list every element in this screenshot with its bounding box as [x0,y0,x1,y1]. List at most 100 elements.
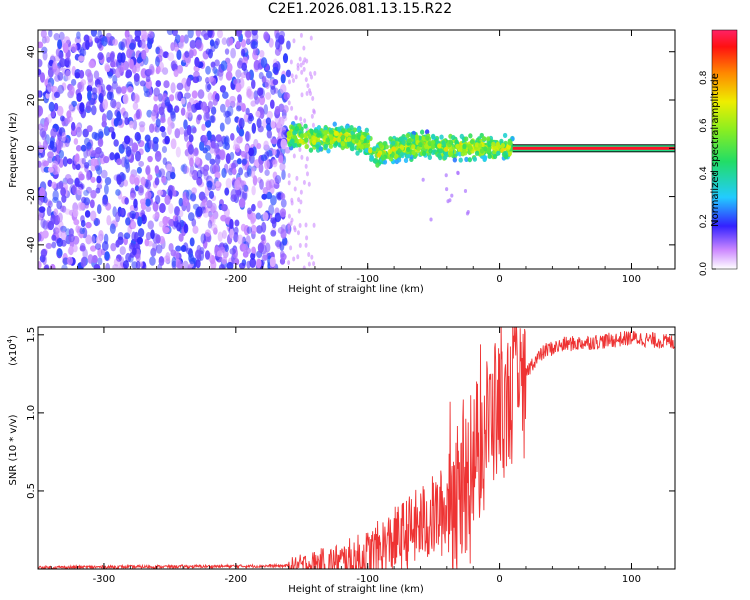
spectrogram-cell [136,166,142,174]
spectrogram-cell [202,209,210,218]
spectrogram-cell [125,37,131,49]
spectrogram-cell [219,85,227,93]
spectrogram-cell [268,204,275,216]
spectrogram-cell [199,141,205,152]
spectrogram-cell [45,83,52,95]
spectrogram-cell [463,136,469,142]
spectrogram-cell [251,30,258,36]
spectrogram-cell [241,62,248,71]
spectrogram-cell [38,41,44,49]
spectrogram-cell [194,102,202,111]
spectrogram-cell [66,110,72,119]
spectrogram-cell [230,47,236,59]
spectrogram-cell [298,222,302,228]
spectrogram-cell [80,144,87,152]
spectrogram-cell [305,171,309,177]
spectrogram-cell [205,152,212,161]
spectrogram-cell [307,134,313,140]
spectrogram-cell [229,228,234,239]
spectrogram-cell [184,50,190,58]
spectrogram-cell [106,110,113,121]
spectrogram-cell [177,260,184,269]
spectrogram-cell [240,72,247,79]
spectrogram-cell [78,55,85,62]
spectrogram-cell [59,225,67,233]
spectrogram-cell [53,208,59,216]
spectrogram-cell [166,30,174,36]
spectrogram-cell [111,81,118,90]
spectrogram-cell [125,69,133,78]
spectrogram-cell [145,179,151,190]
spectrogram-cell [56,182,64,190]
spectrogram-cell [262,212,269,222]
spectrogram-cell [205,65,211,75]
spectrogram-cell [154,150,162,162]
spectrogram-cell [101,241,109,251]
spectrogram-cell [62,156,68,167]
spectrogram-cell [178,210,184,218]
spectrogram-cell [125,217,131,226]
spectrogram-cell [45,242,52,249]
spectrogram-cell [264,79,271,90]
spectrogram-cell [289,220,293,226]
spectrogram-cell [310,254,314,260]
spectrogram-cell [405,133,411,139]
spectrogram-cell [450,193,454,198]
spectrogram-cell [124,117,130,126]
spectrogram-cell [60,115,65,122]
spectrogram-cell [165,170,172,181]
spectrogram-cell [168,203,174,214]
spectrogram-cell [393,153,399,159]
spectrogram-cell [323,129,328,135]
spectrogram-cell [356,127,361,133]
spectrogram-cell [219,103,226,113]
spectrogram-cell [274,175,282,185]
spectrogram-cell [312,222,316,228]
spectrogram-cell [38,160,42,168]
spectrogram-cell [300,92,304,98]
spectrogram-cell [250,100,256,107]
spectrogram-cell [58,51,64,60]
spectrogram-cell [375,162,380,168]
spectrogram-cell [102,198,109,207]
spectrogram-cell [75,163,81,171]
spectrogram-cell [214,59,220,67]
spectrogram-cell [38,58,43,68]
spectrogram-cell [264,159,270,170]
spectrogram-cell [95,235,103,245]
spectrogram-cell [474,150,480,156]
spectrogram-cell [189,193,197,202]
spectrogram-cell [346,136,352,143]
spectrogram-cell [228,167,234,176]
spectrogram-cell [348,141,353,147]
spectrogram-cell [463,150,468,156]
spectrogram-cell [275,32,280,43]
spectrogram-cell [75,225,80,234]
spectrogram-cell [399,144,405,150]
spectrogram-cell [103,126,110,137]
spectrogram-cell [261,221,267,233]
spectrogram-cell [90,176,96,183]
spectrogram-cell [305,156,309,162]
spectrogram-cell [129,192,136,201]
spectrogram-cell [78,69,85,79]
spectrogram-cell [486,136,491,142]
spectrogram-cell [137,216,143,227]
spectrogram-cell [145,75,151,83]
spectrogram-cell [325,137,331,143]
spectrogram-cell [221,203,228,212]
spectrogram-cell [122,93,129,105]
spectrogram-cell [279,250,285,258]
spectrogram-cell [95,187,101,194]
spectrogram-cell [210,61,216,68]
spectrogram-cell [455,143,460,149]
spectrogram-cell [287,229,291,235]
spectrogram-cell [189,157,194,168]
spectrogram-cell [234,219,240,227]
spectrogram-cell [282,53,289,64]
spectrogram-cell [102,99,109,110]
spectrogram-cell [309,35,313,41]
spectrogram-cell [85,186,92,194]
y-tick-label: -40 [26,237,37,253]
